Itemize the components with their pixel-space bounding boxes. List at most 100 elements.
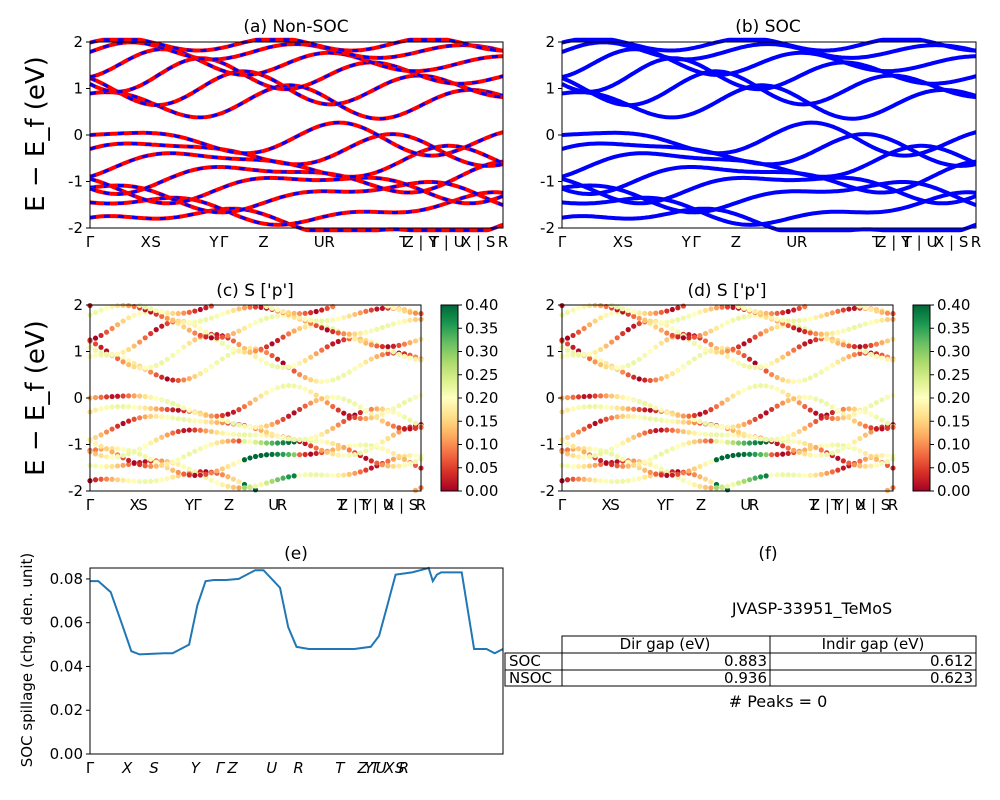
band-line (561, 47, 976, 79)
projection-point (346, 471, 352, 477)
projection-point (730, 304, 736, 311)
colorbar-c: 0.40 0.35 0.30 0.25 0.20 0.15 0.10 0.05 0.00 (440, 296, 498, 500)
projection-point (280, 475, 286, 481)
projection-point (126, 404, 132, 410)
projection-point (319, 307, 325, 313)
projection-point (780, 317, 786, 323)
projection-point (131, 448, 137, 455)
projection-point (653, 405, 659, 411)
projection-point (126, 451, 132, 457)
projection-point (103, 305, 110, 311)
e-xtick: R (399, 759, 409, 777)
projection-point (214, 360, 220, 366)
projection-point (181, 454, 187, 460)
projection-point (829, 409, 835, 416)
projection-point (225, 463, 231, 470)
projection-point (824, 366, 830, 372)
row-soc-indir: 0.612 (930, 652, 973, 670)
projection-point (631, 413, 637, 420)
projection-point (352, 470, 358, 476)
projection-point (297, 315, 303, 321)
projection-point (164, 320, 170, 327)
projection-point (581, 325, 587, 332)
projection-point (286, 383, 292, 389)
projection-point (791, 347, 797, 353)
projection-point (241, 423, 248, 429)
projection-point (796, 327, 802, 333)
projection-point (735, 452, 742, 458)
b-ytick: -2 (540, 219, 555, 237)
projection-point (269, 341, 275, 347)
projection-point (170, 310, 176, 317)
projection-point (680, 413, 686, 419)
projection-point (620, 364, 626, 370)
colorbar-tick: 0.00 (465, 482, 498, 500)
projection-point (385, 435, 391, 442)
projection-point (647, 348, 653, 354)
projection-point (131, 393, 137, 399)
projection-point (625, 307, 631, 314)
projection-point (175, 428, 181, 435)
a-ytick: -1 (68, 173, 83, 191)
projection-point (879, 355, 885, 361)
projection-point (564, 394, 571, 401)
projection-point (236, 407, 242, 413)
projection-point (840, 342, 846, 348)
projection-point (575, 404, 582, 411)
projection-point (686, 440, 692, 446)
projection-point (840, 465, 846, 471)
projection-point (175, 407, 181, 413)
e-xtick: X (121, 759, 133, 777)
projection-point (175, 403, 181, 409)
projection-point (241, 325, 248, 331)
projection-point (774, 316, 780, 322)
projection-point (236, 348, 242, 354)
projection-point (697, 352, 703, 359)
projection-point (680, 303, 686, 309)
projection-point (120, 318, 126, 324)
projection-point (807, 395, 813, 401)
projection-point (603, 416, 609, 422)
projection-point (374, 460, 380, 466)
projection-point (114, 322, 121, 328)
projection-point (335, 338, 341, 345)
projection-point (868, 429, 874, 435)
projection-point (642, 317, 648, 323)
projection-point (807, 472, 813, 478)
projection-point (181, 344, 187, 350)
projection-point (98, 394, 104, 400)
projection-point (724, 424, 731, 430)
projection-point (857, 303, 863, 309)
projection-point (758, 383, 764, 389)
projection-point (851, 439, 857, 445)
projection-point (247, 322, 253, 329)
projection-point (330, 329, 336, 335)
projection-point (752, 308, 758, 315)
projection-point (109, 463, 115, 469)
projection-point (752, 434, 758, 441)
projection-point (291, 410, 297, 416)
a-xtick: U (314, 233, 325, 251)
projection-point (647, 407, 653, 413)
projection-point (631, 360, 637, 366)
projection-point (719, 322, 725, 329)
projection-point (592, 420, 598, 427)
projection-point (620, 394, 626, 400)
projection-point (780, 377, 786, 383)
projection-point (385, 458, 391, 464)
projection-point (609, 310, 615, 316)
projection-point (368, 342, 374, 348)
projection-point (752, 451, 758, 457)
projection-point (230, 484, 237, 490)
projection-point (291, 328, 297, 334)
projection-point (835, 455, 841, 461)
projection-point (241, 349, 248, 355)
projection-point (225, 474, 231, 480)
projection-point (407, 355, 413, 361)
projection-point (203, 412, 209, 418)
projection-point (137, 415, 143, 421)
projection-point (103, 329, 110, 335)
projection-point (219, 340, 225, 347)
band-line (561, 175, 977, 206)
projection-point (352, 442, 358, 449)
